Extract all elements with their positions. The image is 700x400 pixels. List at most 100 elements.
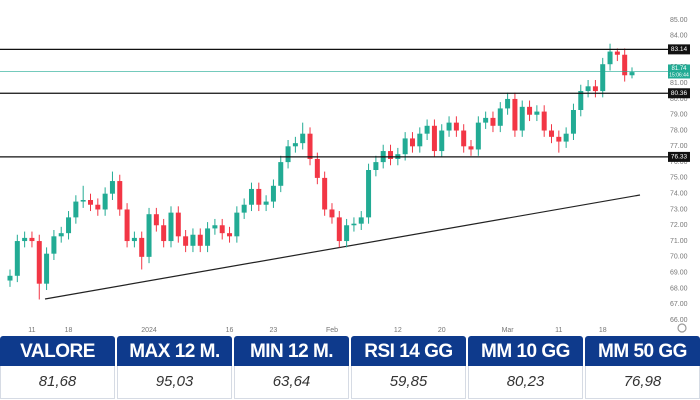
candle-body bbox=[161, 225, 167, 242]
candle-body bbox=[549, 130, 555, 137]
y-tick-label: 71.00 bbox=[670, 238, 688, 245]
candle-body bbox=[439, 130, 445, 152]
candle-body bbox=[197, 234, 203, 246]
y-tick-label: 77.00 bbox=[670, 143, 688, 150]
last-price-label: 81.74 bbox=[671, 66, 687, 72]
y-tick-label: 74.00 bbox=[670, 191, 688, 198]
stats-table: VALORE MAX 12 M. MIN 12 M. RSI 14 GG MM 10 G… bbox=[0, 336, 700, 399]
y-tick-label: 67.00 bbox=[670, 301, 688, 308]
table-header: MM 50 GG bbox=[585, 336, 700, 366]
candle-body bbox=[600, 64, 606, 92]
candle-body bbox=[519, 106, 525, 131]
candle-body bbox=[351, 223, 357, 226]
y-tick-label: 75.00 bbox=[670, 175, 688, 182]
candle-body bbox=[58, 233, 64, 237]
candle-body bbox=[270, 185, 276, 202]
y-tick-label: 78.00 bbox=[670, 127, 688, 134]
x-tick-label: 20 bbox=[438, 327, 446, 334]
candle-body bbox=[483, 117, 489, 123]
candle-body bbox=[622, 54, 628, 76]
settings-icon[interactable] bbox=[677, 323, 687, 333]
table-header: VALORE bbox=[0, 336, 115, 366]
y-tick-label: 72.00 bbox=[670, 222, 688, 229]
candle-body bbox=[109, 181, 115, 194]
candle-body bbox=[285, 146, 291, 163]
x-tick-label: 18 bbox=[65, 327, 73, 334]
candle-body bbox=[541, 111, 547, 131]
candle-body bbox=[388, 151, 394, 159]
x-tick-label: Mar bbox=[502, 327, 515, 334]
candle-body bbox=[607, 51, 613, 65]
candle-body bbox=[366, 170, 372, 218]
candle-body bbox=[468, 146, 474, 150]
candle-body bbox=[431, 125, 437, 152]
y-tick-label: 85.00 bbox=[670, 17, 688, 24]
candle-body bbox=[497, 108, 503, 126]
candle-body bbox=[51, 236, 57, 254]
candle-body bbox=[241, 204, 247, 213]
candle-body bbox=[512, 98, 518, 131]
level-tag bbox=[668, 88, 690, 99]
y-tick-label: 79.00 bbox=[670, 112, 688, 119]
y-tick-label: 66.00 bbox=[670, 317, 688, 324]
x-tick-label: 11 bbox=[28, 327, 35, 334]
candle-body bbox=[278, 162, 284, 186]
y-tick-label: 69.00 bbox=[670, 269, 688, 276]
candle-body bbox=[475, 122, 481, 150]
candle-body bbox=[22, 237, 28, 242]
table-header: MIN 12 M. bbox=[234, 336, 349, 366]
candle-body bbox=[256, 188, 262, 205]
last-price-tag bbox=[668, 64, 690, 79]
chart: 66.00 67.00 68.00 69.00 70.00 71.00 72.00 73.00… bbox=[0, 17, 690, 334]
table-header: RSI 14 GG bbox=[351, 336, 466, 366]
candle-body bbox=[373, 162, 379, 170]
candle-body bbox=[95, 204, 101, 210]
candle-body bbox=[527, 106, 533, 115]
candle-body bbox=[556, 136, 562, 142]
candle-body bbox=[168, 212, 174, 242]
table-cell: 59,85 bbox=[351, 366, 466, 399]
y-tick-label: 68.00 bbox=[670, 285, 688, 292]
candle-body bbox=[234, 212, 240, 237]
candle-body bbox=[563, 133, 569, 142]
y-tick-label: 80.00 bbox=[670, 96, 688, 103]
candle-body bbox=[402, 138, 408, 155]
level-label: 80.36 bbox=[671, 90, 688, 97]
y-tick-label: 76.00 bbox=[670, 159, 688, 166]
last-price-time: 15:06:44 bbox=[669, 72, 689, 78]
table-cell: 81,68 bbox=[0, 366, 115, 399]
table-cell: 80,23 bbox=[468, 366, 583, 399]
x-tick-label: 23 bbox=[270, 327, 278, 334]
candle-body bbox=[417, 133, 423, 147]
candle-body bbox=[36, 241, 42, 284]
candle-body bbox=[570, 110, 576, 134]
level-label: 83.14 bbox=[671, 46, 688, 53]
candle-body bbox=[66, 217, 72, 234]
y-tick-label: 84.00 bbox=[670, 33, 688, 40]
candle-body bbox=[29, 237, 35, 242]
candle-body bbox=[73, 201, 79, 218]
candle-body bbox=[300, 133, 306, 144]
candle-body bbox=[614, 51, 620, 55]
candle-body bbox=[190, 234, 196, 246]
candle-body bbox=[87, 200, 93, 205]
candle-body bbox=[102, 193, 108, 210]
table-cell: 76,98 bbox=[585, 366, 700, 399]
candle-body bbox=[263, 201, 269, 205]
candle-body bbox=[409, 138, 415, 147]
candle-body bbox=[7, 275, 13, 281]
candle-body bbox=[219, 225, 225, 234]
candle-body bbox=[131, 237, 137, 242]
y-tick-label: 81.00 bbox=[670, 80, 688, 87]
candle-body bbox=[344, 225, 350, 242]
y-tick-label: 70.00 bbox=[670, 254, 688, 261]
candle-body bbox=[322, 177, 328, 210]
candle-body bbox=[336, 217, 342, 242]
candle-body bbox=[307, 133, 313, 159]
candle-body bbox=[139, 237, 145, 257]
candle-body bbox=[358, 217, 364, 224]
candle-body bbox=[292, 143, 298, 147]
candle-body bbox=[80, 200, 86, 202]
table-cell: 95,03 bbox=[117, 366, 232, 399]
